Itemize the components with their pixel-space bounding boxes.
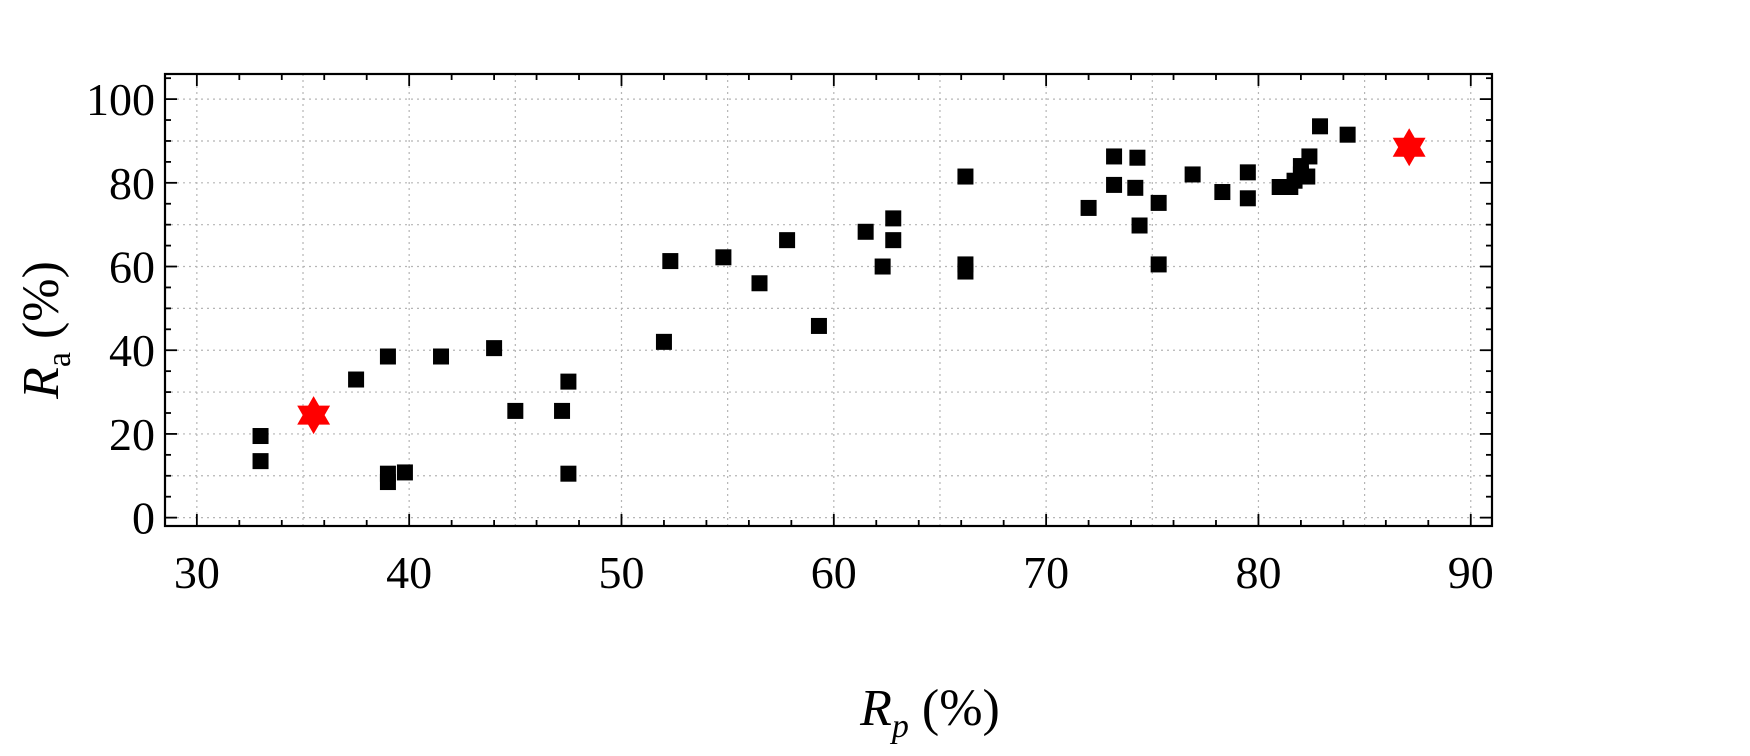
square-point [379,474,396,491]
square-point [1150,256,1167,273]
y-tick-label: 40 [109,325,155,376]
square-point [1184,166,1201,183]
star-point [1392,128,1426,167]
square-point [507,402,524,419]
square-point [396,464,413,481]
square-point [662,253,679,270]
square-point [751,275,768,292]
y-tick-labels: 0 20 40 60 80 100 [86,74,155,544]
grid-lines [165,74,1492,526]
star-triangle-down [1392,137,1426,167]
square-point [1106,176,1123,193]
x-tick-labels: 30 40 50 60 70 80 90 [174,547,1494,598]
y-tick-label: 60 [109,242,155,293]
data-points [252,118,1426,491]
square-point [433,348,450,365]
square-point [1080,199,1097,216]
y-axis-label: Ra (%) [13,261,78,400]
square-point [885,232,902,249]
y-axis-label-main: R [13,367,70,400]
square-point [1239,190,1256,207]
x-axis-label-sub: p [890,708,909,745]
square-point [348,371,365,388]
square-point [554,402,571,419]
plot-frame [163,72,1494,528]
x-tick-label: 80 [1235,547,1281,598]
y-tick-label: 0 [132,493,155,544]
square-point [252,453,269,470]
square-point [874,258,891,275]
x-axis-label-main: R [859,680,892,737]
square-point [1339,126,1356,143]
square-point [379,348,396,365]
square-point [1106,148,1123,165]
square-point [957,263,974,280]
square-point [1312,118,1329,135]
square-point [810,317,827,334]
square-point [1127,179,1144,196]
square-point [1299,168,1316,185]
square-point [560,465,577,482]
square-point [1239,164,1256,181]
square-point [715,249,732,266]
square-point [857,223,874,240]
x-tick-label: 90 [1448,547,1494,598]
star-point [297,396,331,435]
square-point [1301,148,1318,165]
square-point [779,232,796,249]
square-point [1129,149,1146,166]
y-axis-label-sub: a [41,352,78,367]
square-point [1150,194,1167,211]
square-point [252,428,269,445]
square-point [957,168,974,185]
y-tick-label: 20 [109,409,155,460]
x-axis-label: Rp (%) [859,680,1000,745]
square-point [560,373,577,390]
square-point [486,340,503,357]
x-axis-label-unit: (%) [909,680,1000,737]
x-tick-label: 60 [811,547,857,598]
square-point [885,210,902,227]
y-tick-label: 80 [109,158,155,209]
x-tick-label: 50 [598,547,644,598]
square-point [1214,184,1231,201]
x-tick-label: 40 [386,547,432,598]
y-axis-label-unit: (%) [13,261,70,352]
axis-ticks [165,74,1492,526]
x-tick-label: 30 [174,547,220,598]
y-tick-label: 100 [86,74,155,125]
square-point [1131,217,1148,234]
square-point [655,333,672,350]
x-tick-label: 70 [1023,547,1069,598]
star-triangle-down [297,405,331,435]
